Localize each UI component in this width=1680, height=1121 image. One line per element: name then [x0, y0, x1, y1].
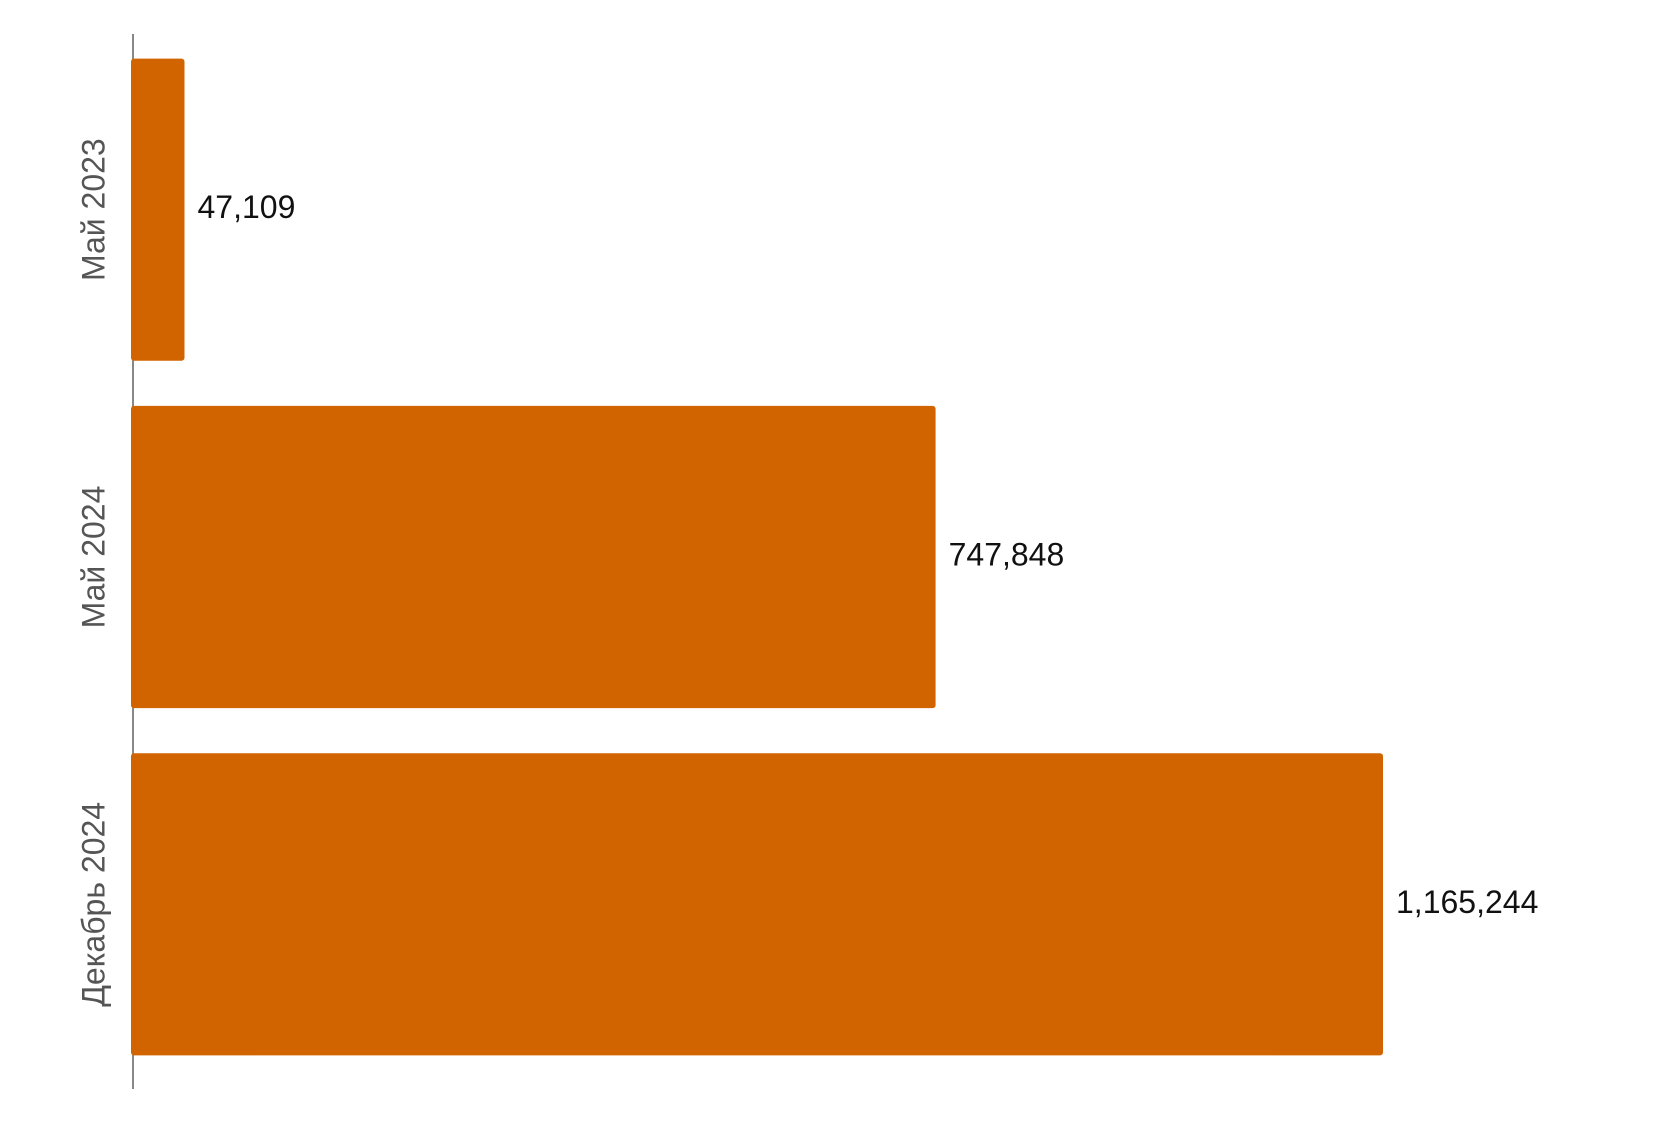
value-label: 47,109	[197, 189, 295, 225]
bar	[131, 405, 936, 709]
value-label: 747,848	[949, 536, 1065, 572]
bar	[131, 753, 1383, 1056]
y-tick-label: Май 2024	[75, 486, 111, 629]
y-tick-label: Декабрь 2024	[75, 802, 111, 1007]
bar	[131, 58, 185, 361]
value-label: 1,165,244	[1396, 884, 1538, 920]
y-tick-label: Май 2023	[75, 138, 111, 281]
